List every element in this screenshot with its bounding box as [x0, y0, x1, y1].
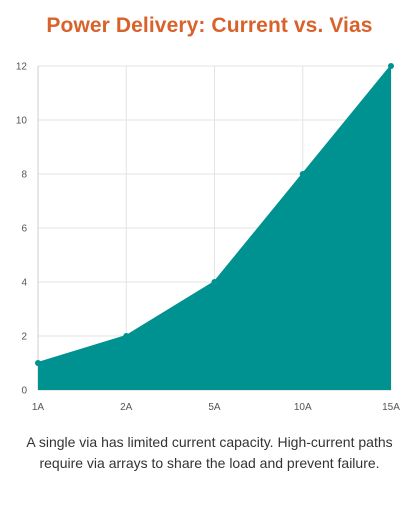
- y-tick-label: 12: [16, 62, 28, 73]
- data-point: [123, 333, 130, 339]
- y-tick-label: 4: [21, 278, 27, 289]
- data-point: [211, 279, 218, 285]
- area-chart: 0 2 4 6 8 10 12 1A 2A 5A 10A 15A: [16, 62, 400, 414]
- chart-caption: A single via has limited current capacit…: [26, 434, 393, 471]
- y-tick-label: 6: [21, 224, 27, 235]
- x-tick-label: 5A: [208, 402, 221, 413]
- chart-title: Power Delivery: Current vs. Vias: [46, 14, 373, 37]
- data-point: [299, 171, 306, 177]
- data-point: [388, 63, 394, 69]
- x-tick-label: 2A: [120, 402, 133, 413]
- x-tick-label: 10A: [294, 402, 312, 413]
- x-tick-label: 1A: [32, 402, 45, 413]
- y-tick-label: 0: [21, 386, 27, 397]
- chart-area: 0 2 4 6 8 10 12 1A 2A 5A 10A 15A: [0, 52, 419, 422]
- y-tick-label: 2: [21, 332, 27, 343]
- y-tick-label: 10: [16, 116, 28, 127]
- series-area: [38, 66, 391, 390]
- x-tick-label: 15A: [382, 402, 400, 413]
- data-point: [35, 360, 41, 366]
- y-tick-label: 8: [21, 170, 27, 181]
